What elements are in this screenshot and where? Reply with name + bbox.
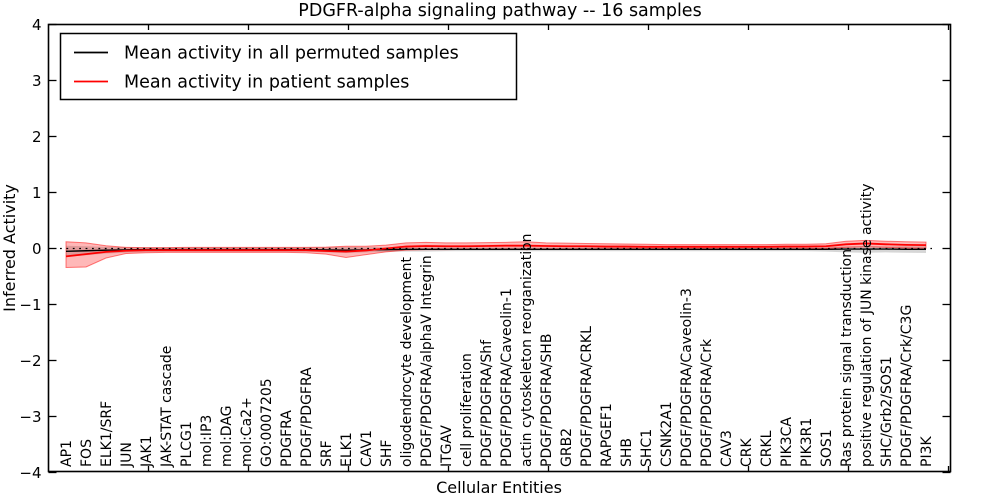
x-category-label: RAPGEF1 (599, 403, 615, 467)
y-tick-label: 4 (32, 16, 42, 34)
x-category-label: CAV3 (719, 430, 735, 467)
x-category-labels: AP1 FOS ELK1/SRF JUN JAK1 JAK-STAT cascade PLC… (59, 183, 935, 468)
x-category-label: AP1 (59, 440, 75, 467)
x-category-label: PIK3R1 (799, 418, 815, 467)
x-category-label: mol:DAG (219, 405, 235, 467)
y-tick-label: 3 (32, 72, 42, 90)
y-tick-label: −1 (19, 296, 41, 314)
chart-title: PDGFR-alpha signaling pathway -- 16 samp… (298, 1, 701, 21)
x-category-label: positive regulation of JUN kinase activi… (859, 183, 875, 467)
legend: Mean activity in all permuted samples Me… (59, 32, 518, 101)
x-category-label: ELK1/SRF (99, 401, 115, 467)
y-tick-label: −2 (19, 352, 41, 370)
y-ticks (48, 23, 951, 474)
x-category-label: JUN (119, 442, 135, 468)
x-category-label: SHB (619, 438, 635, 467)
x-category-label: PDGF/PDGFRA/CRKL (579, 326, 595, 467)
x-category-label: GO:0007205 (259, 378, 275, 467)
x-category-label: oligodendrocyte development (399, 257, 415, 467)
x-category-label: PDGF/PDGFRA (299, 367, 315, 467)
x-category-label: ITGAV (439, 425, 455, 467)
x-category-label: PIK3CA (779, 417, 795, 467)
y-tick-label: −3 (19, 408, 41, 426)
x-category-label: FOS (79, 439, 95, 467)
y-tick-label: −4 (19, 464, 41, 482)
x-category-label: SHC1 (639, 429, 655, 467)
x-category-label: SOS1 (819, 429, 835, 467)
legend-box (59, 32, 518, 101)
x-category-label: CAV1 (359, 430, 375, 467)
x-axis-label: Cellular Entities (436, 478, 562, 497)
x-category-label: PDGF/PDGFRA/Caveolin-1 (499, 288, 515, 467)
x-category-label: PDGF/PDGFRA/Crk/C3G (899, 305, 915, 467)
y-tick-label: 0 (32, 240, 42, 258)
patient-mean-line (65, 242, 927, 258)
x-category-label: cell proliferation (459, 353, 475, 467)
x-category-label: CRKL (759, 430, 775, 467)
x-category-label: PDGF/PDGFRA/Caveolin-3 (679, 288, 695, 467)
x-category-label: mol:IP3 (199, 415, 215, 467)
x-category-label: GRB2 (559, 428, 575, 467)
x-category-label: PDGF/PDGFRA/alphaV Integrin (419, 255, 435, 467)
legend-label-permuted: Mean activity in all permuted samples (124, 44, 459, 64)
x-category-label: actin cytoskeleton reorganization (519, 233, 535, 467)
y-axis-label: Inferred Activity (0, 184, 19, 312)
x-category-label: PDGFRA (279, 410, 295, 467)
plot-content (60, 239, 932, 269)
x-ticks (147, 24, 950, 472)
x-category-label: ELK1 (339, 432, 355, 467)
patient-std-band (65, 239, 927, 269)
x-category-label: JAK1 (139, 435, 155, 468)
x-category-label: CRK (739, 437, 755, 467)
x-category-label: PDGF/PDGFRA/Crk (699, 338, 715, 467)
y-tick-label: 1 (32, 184, 42, 202)
x-category-label: PLCG1 (179, 421, 195, 467)
x-category-label: SHC/Grb2/SOS1 (879, 356, 895, 467)
x-category-label: CSNK2A1 (659, 401, 675, 467)
x-category-label: PI3K (919, 436, 935, 467)
x-category-label: Ras protein signal transduction (839, 249, 855, 467)
x-category-label: SRF (319, 440, 335, 467)
x-category-label: SHF (379, 440, 395, 467)
x-category-label: PDGF/PDGFRA/Shf (479, 339, 495, 467)
legend-label-patient: Mean activity in patient samples (124, 73, 409, 93)
x-category-label: JAK-STAT cascade (159, 346, 175, 468)
y-tick-label: 2 (32, 128, 42, 146)
x-category-label: mol:Ca2+ (239, 397, 255, 467)
x-category-label: PDGF/PDGFRA/SHB (539, 334, 555, 467)
y-tick-labels: 4 3 2 1 0 −1 −2 −3 −4 (19, 16, 41, 482)
